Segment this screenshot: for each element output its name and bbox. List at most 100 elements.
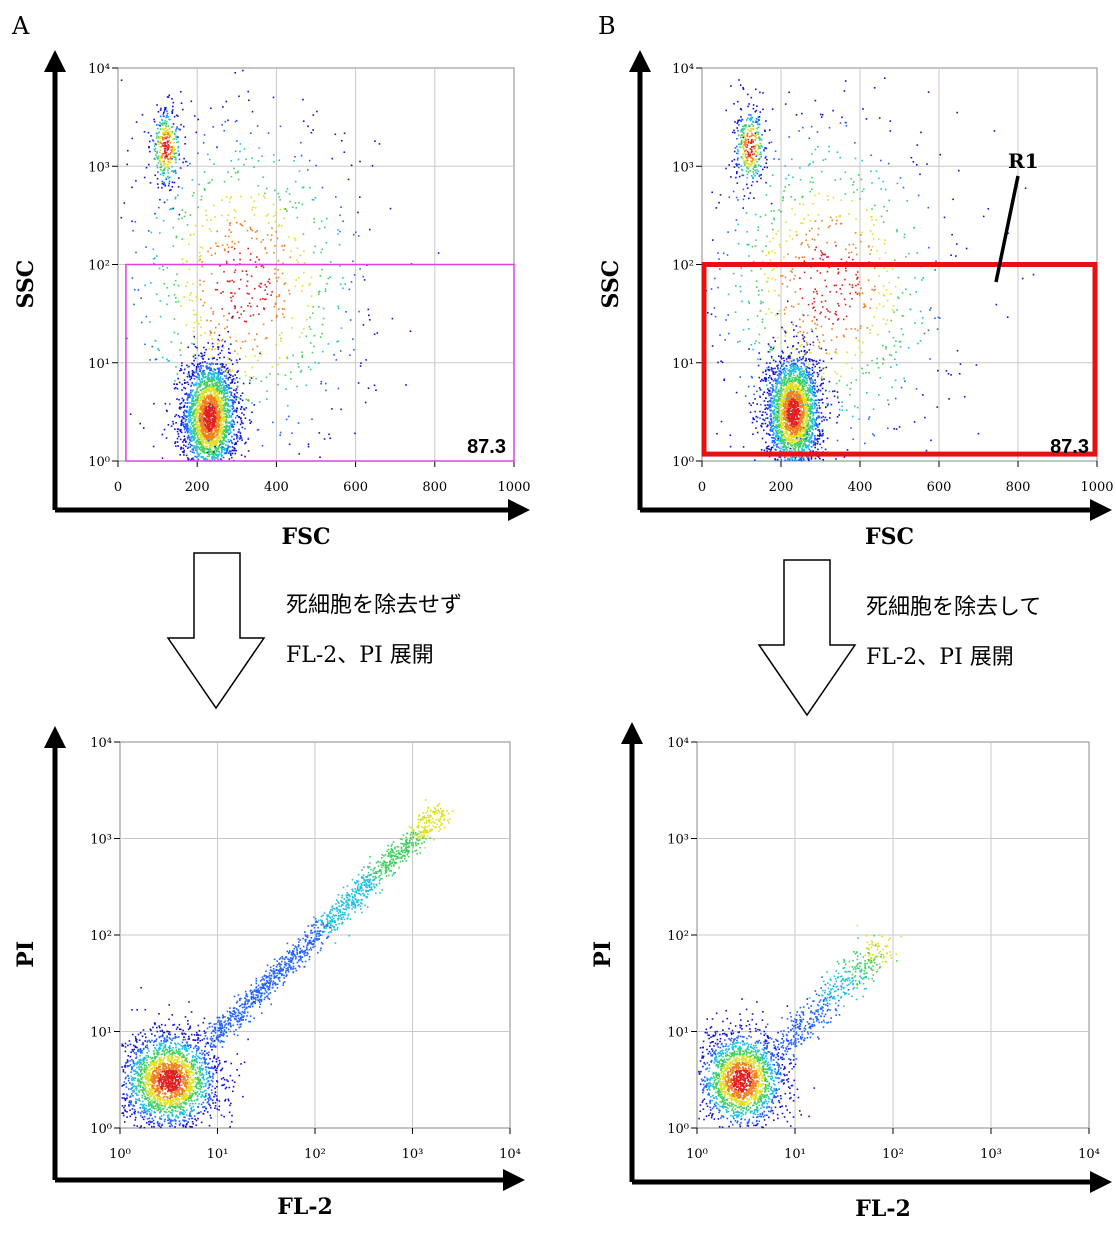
scatter-point: [806, 351, 808, 353]
scatter-point: [201, 378, 203, 381]
scatter-point: [227, 452, 230, 454]
scatter-point: [215, 382, 217, 384]
scatter-point: [220, 433, 222, 436]
scatter-point: [201, 443, 204, 445]
scatter-point: [171, 170, 174, 172]
scatter-point: [209, 380, 211, 382]
scatter-point: [208, 386, 211, 388]
scatter-point: [798, 396, 801, 399]
scatter-point: [279, 434, 281, 436]
scatter-point: [177, 284, 180, 287]
scatter-point: [187, 446, 190, 449]
scatter-point: [244, 427, 246, 430]
scatter-point: [802, 373, 805, 376]
scatter-point: [210, 394, 213, 397]
scatter-point: [352, 233, 355, 236]
scatter-point: [769, 422, 771, 424]
scatter-point: [199, 425, 201, 428]
scatter-point: [766, 446, 768, 448]
scatter-point: [184, 423, 186, 425]
scatter-point: [180, 91, 182, 93]
scatter-point: [236, 421, 239, 424]
scatter-point: [222, 291, 224, 293]
scatter-point: [790, 413, 792, 415]
scatter-point: [204, 417, 207, 420]
scatter-point: [191, 372, 194, 375]
scatter-point: [164, 155, 166, 158]
scatter-point: [195, 427, 197, 430]
scatter-point: [211, 400, 214, 403]
scatter-point: [214, 419, 216, 421]
x-tick-label: 600: [343, 480, 368, 495]
scatter-point: [172, 123, 175, 125]
scatter-point: [228, 441, 230, 443]
scatter-point: [208, 446, 211, 449]
scatter-point: [240, 406, 243, 408]
scatter-point: [201, 419, 204, 421]
scatter-point: [191, 430, 194, 432]
scatter-point: [209, 400, 211, 402]
scatter-point: [207, 153, 209, 156]
scatter-point: [329, 276, 331, 278]
x-tick-label: 600: [927, 480, 952, 495]
scatter-point: [791, 444, 793, 447]
scatter-point: [280, 340, 282, 342]
scatter-point: [811, 330, 813, 333]
scatter-point: [159, 160, 161, 163]
scatter-point: [777, 409, 780, 412]
scatter-point: [158, 349, 160, 352]
scatter-point: [221, 418, 224, 421]
scatter-point: [214, 394, 217, 397]
scatter-point: [209, 369, 211, 371]
scatter-point: [823, 378, 825, 380]
scatter-point: [769, 415, 772, 417]
scatter-point: [320, 251, 322, 254]
scatter-point: [224, 399, 226, 401]
scatter-point: [216, 457, 219, 460]
scatter-point: [206, 451, 209, 454]
scatter-point: [240, 417, 242, 419]
scatter-point: [192, 383, 195, 386]
scatter-point: [173, 132, 176, 135]
scatter-point: [203, 457, 205, 460]
scatter-point: [782, 418, 785, 421]
scatter-point: [193, 451, 195, 454]
scatter-point: [218, 423, 220, 425]
scatter-point: [156, 177, 159, 180]
scatter-point: [350, 164, 353, 167]
scatter-point: [210, 307, 212, 309]
scatter-point: [263, 298, 266, 301]
scatter-point: [775, 382, 777, 385]
scatter-point: [206, 412, 209, 415]
scatter-point: [210, 395, 213, 398]
scatter-point: [258, 401, 261, 403]
scatter-point: [783, 444, 785, 446]
scatter-point: [249, 315, 252, 317]
scatter-point: [811, 419, 814, 421]
scatter-point: [215, 397, 217, 400]
scatter-point: [233, 423, 236, 425]
scatter-point: [324, 226, 326, 229]
scatter-point: [801, 428, 803, 431]
scatter-point: [242, 382, 245, 385]
scatter-point: [200, 392, 203, 395]
scatter-point: [231, 401, 234, 403]
scatter-point: [226, 444, 229, 447]
scatter-point: [799, 457, 802, 460]
scatter-point: [182, 422, 184, 424]
scatter-point: [254, 231, 257, 233]
scatter-point: [159, 121, 161, 124]
scatter-point: [206, 319, 208, 322]
scatter-point: [224, 387, 227, 389]
scatter-point: [200, 448, 202, 451]
scatter-point: [795, 455, 798, 458]
scatter-point: [206, 367, 208, 369]
scatter-point: [214, 427, 217, 429]
scatter-point: [223, 392, 225, 394]
scatter-point: [161, 160, 164, 163]
scatter-point: [253, 200, 255, 202]
scatter-point: [217, 391, 219, 394]
scatter-point: [205, 384, 208, 387]
scatter-point: [226, 367, 229, 370]
scatter-point: [195, 416, 198, 418]
